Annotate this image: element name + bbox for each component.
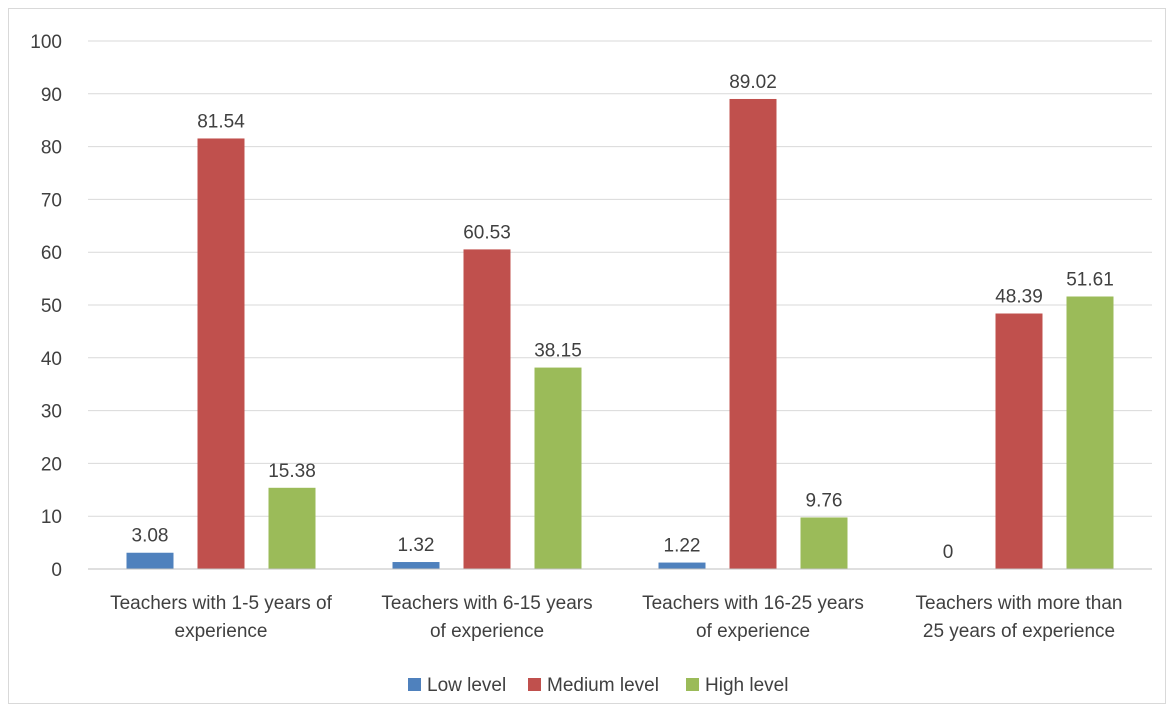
data-labels: 3.08 81.54 15.38 1.32 60.53 38.15 1.22 89.02 9.7… — [132, 72, 1114, 563]
x-category-label: of experience — [430, 621, 544, 642]
x-category-label: experience — [175, 621, 268, 642]
data-label: 89.02 — [729, 72, 777, 93]
bars — [126, 98, 1114, 570]
x-category-label: Teachers with 16-25 years — [642, 593, 864, 614]
data-label: 51.61 — [1066, 269, 1114, 290]
x-category-label: Teachers with 1-5 years of — [110, 593, 332, 614]
bar — [197, 138, 245, 569]
data-label: 1.22 — [664, 536, 701, 557]
y-tick-label: 60 — [41, 243, 62, 264]
x-category-label: of experience — [696, 621, 810, 642]
bar — [729, 98, 777, 570]
bar — [463, 249, 511, 569]
legend-label: High level — [705, 675, 788, 696]
y-tick-label: 90 — [41, 85, 62, 106]
legend-swatch — [686, 678, 699, 691]
y-tick-label: 40 — [41, 349, 62, 370]
x-category-label: Teachers with 6-15 years — [381, 593, 592, 614]
bar — [534, 367, 582, 569]
x-category-label: 25 years of experience — [923, 621, 1115, 642]
data-label: 81.54 — [197, 111, 245, 132]
legend-label: Medium level — [547, 675, 659, 696]
legend-label: Low level — [427, 675, 506, 696]
legend: Low level Medium level High level — [408, 675, 788, 696]
y-tick-label: 100 — [30, 32, 62, 53]
data-label: 1.32 — [398, 535, 435, 556]
y-tick-label: 10 — [41, 507, 62, 528]
y-tick-label: 70 — [41, 190, 62, 211]
bar — [800, 517, 848, 569]
data-label: 60.53 — [463, 222, 511, 243]
y-tick-label: 80 — [41, 138, 62, 159]
data-label: 3.08 — [132, 526, 169, 547]
data-label: 15.38 — [268, 461, 316, 482]
legend-swatch — [528, 678, 541, 691]
x-axis: Teachers with 1-5 years of experience Teac… — [88, 568, 1152, 642]
y-tick-label: 30 — [41, 402, 62, 423]
bar — [392, 562, 440, 569]
gridlines — [88, 40, 1152, 570]
y-tick-label: 50 — [41, 296, 62, 317]
x-category-label: Teachers with more than — [916, 593, 1123, 614]
data-label: 0 — [943, 542, 954, 563]
data-label: 38.15 — [534, 341, 582, 362]
y-tick-label: 0 — [51, 560, 62, 581]
y-tick-label: 20 — [41, 454, 62, 475]
bar — [268, 487, 316, 569]
bar — [995, 313, 1043, 569]
bar — [1066, 296, 1114, 569]
legend-swatch — [408, 678, 421, 691]
bar — [658, 562, 706, 569]
bar — [126, 552, 174, 569]
y-axis: 0 10 20 30 40 50 60 70 80 90 100 — [30, 32, 62, 581]
data-label: 48.39 — [995, 287, 1043, 308]
data-label: 9.76 — [806, 490, 843, 511]
